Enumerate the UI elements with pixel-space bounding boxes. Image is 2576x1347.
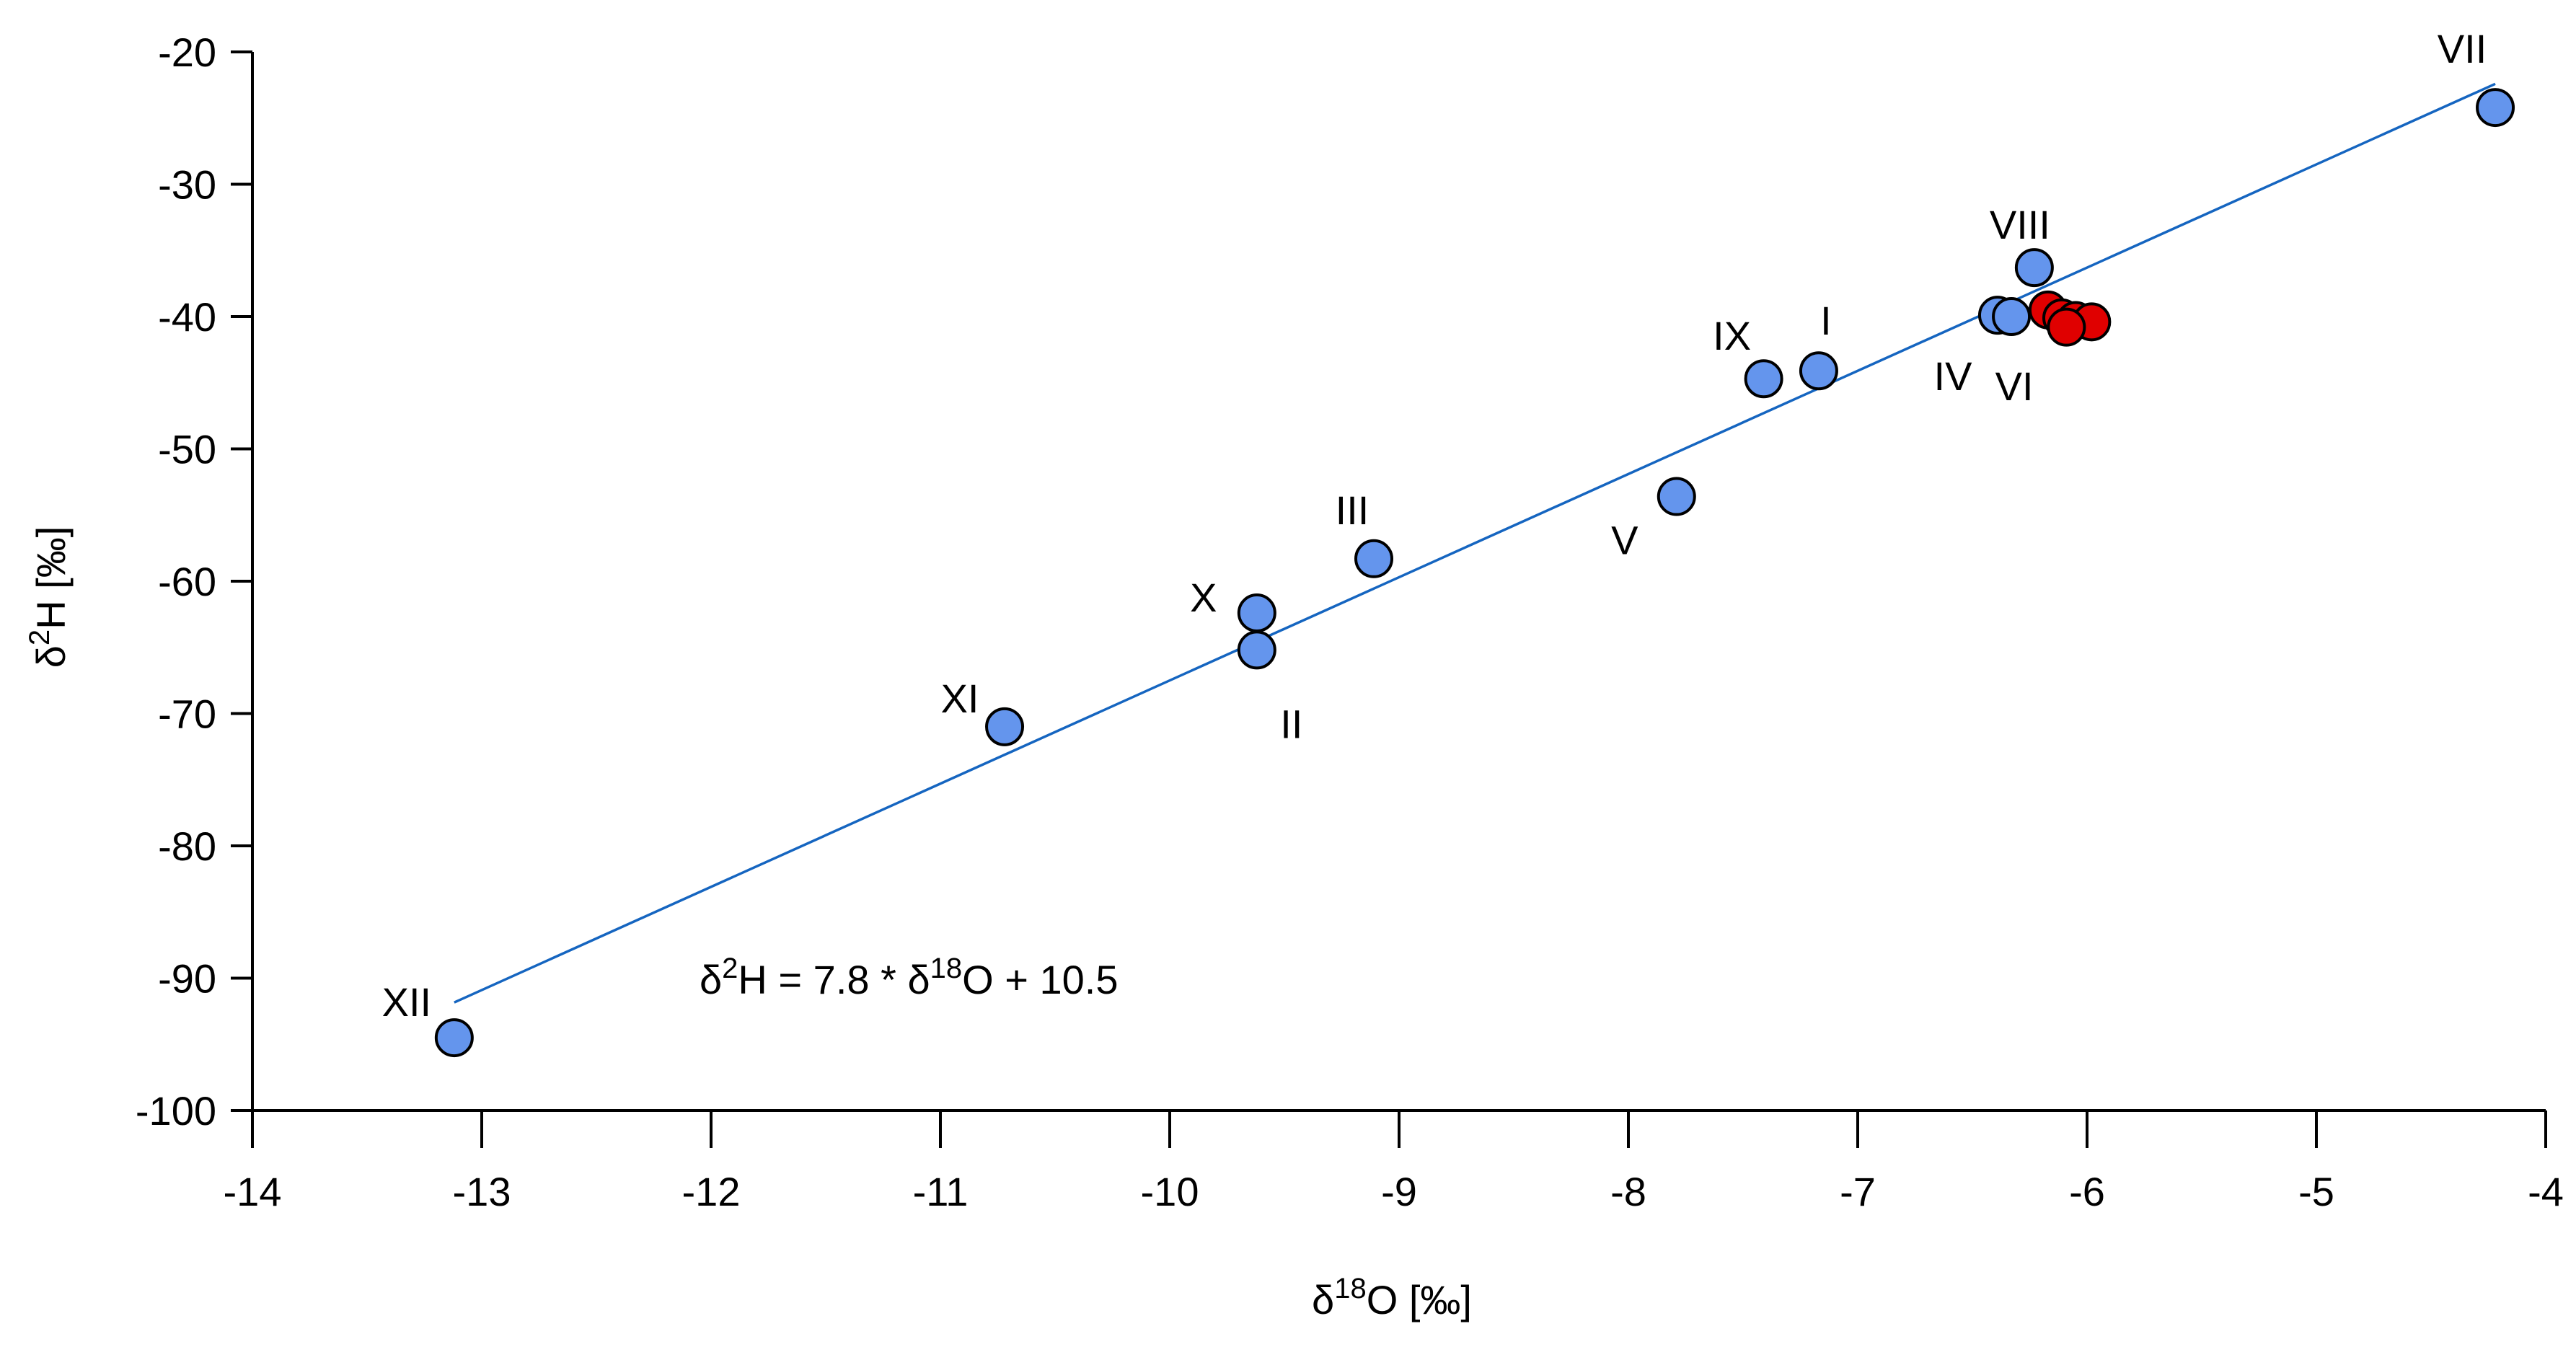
x-tick-label: -7 — [1840, 1169, 1876, 1214]
y-axis-title-delta: δ — [28, 645, 74, 668]
x-tick-label: -8 — [1610, 1169, 1646, 1214]
equation-sup-2: 18 — [930, 953, 963, 984]
blue-point — [1237, 593, 1276, 633]
y-axis: -20 -30 -40 -50 -60 -70 -80 -90 -100 — [136, 30, 254, 1134]
point-label: III — [1336, 487, 1369, 533]
y-axis-title: δ2H [‰] — [24, 526, 74, 668]
point-label: IV — [1934, 353, 1973, 399]
point-label: XII — [382, 979, 431, 1025]
point-label: VIII — [1990, 202, 2050, 247]
x-axis-title-delta: δ — [1312, 1277, 1334, 1322]
point-label: II — [1280, 701, 1302, 746]
point-label: IX — [1713, 313, 1751, 358]
x-tick-label: -6 — [2069, 1169, 2105, 1214]
blue-point — [434, 1018, 474, 1058]
x-tick-label: -14 — [224, 1169, 282, 1214]
x-axis-title-rest: O [‰] — [1367, 1277, 1472, 1322]
x-tick-label: -12 — [682, 1169, 741, 1214]
y-tick-label: -40 — [158, 294, 216, 340]
blue-point — [1744, 359, 1783, 399]
blue-point — [1799, 351, 1838, 391]
point-label: VII — [2438, 26, 2487, 71]
x-axis-title: δ18O [‰] — [1312, 1273, 1472, 1322]
point-label: V — [1611, 518, 1638, 563]
regression-line — [454, 82, 2496, 1004]
blue-point — [2476, 88, 2515, 128]
equation-end: O + 10.5 — [962, 957, 1118, 1002]
point-label: I — [1820, 298, 1832, 343]
blue-point — [1237, 630, 1276, 670]
x-axis-title-sup: 18 — [1334, 1273, 1367, 1304]
blue-points — [434, 88, 2515, 1058]
x-ticks: -14 -13 -12 -11 -10 -9 -8 -7 -6 -5 -4 — [224, 1110, 2564, 1214]
blue-point — [985, 707, 1025, 746]
x-tick-label: -11 — [913, 1169, 969, 1214]
y-axis-title-rest: H [‰] — [28, 526, 74, 630]
red-point — [2047, 307, 2086, 347]
point-label: X — [1190, 575, 1217, 620]
point-label: XI — [941, 676, 979, 721]
y-tick-label: -90 — [158, 956, 216, 1002]
x-tick-label: -13 — [453, 1169, 511, 1214]
equation-sup-1: 2 — [722, 953, 738, 984]
y-tick-label: -20 — [158, 30, 216, 75]
x-tick-label: -4 — [2528, 1169, 2564, 1214]
x-axis: -14 -13 -12 -11 -10 -9 -8 -7 -6 -5 -4 — [224, 1109, 2564, 1214]
equation-mid: H = 7.8 * δ — [738, 957, 930, 1002]
y-axis-title-sup: 2 — [24, 630, 56, 645]
y-tick-label: -100 — [136, 1088, 216, 1134]
x-tick-label: -9 — [1381, 1169, 1417, 1214]
blue-point — [2014, 248, 2054, 288]
y-tick-label: -70 — [158, 692, 216, 737]
blue-point — [1992, 297, 2032, 336]
blue-point — [1354, 539, 1394, 578]
y-tick-label: -50 — [158, 427, 216, 472]
x-tick-label: -5 — [2298, 1169, 2334, 1214]
red-points — [2028, 290, 2112, 347]
equation-delta-1: δ — [700, 957, 722, 1002]
blue-point — [1657, 477, 1696, 516]
y-tick-label: -60 — [158, 559, 216, 604]
regression-equation: δ2H = 7.8 * δ18O + 10.5 — [700, 953, 1119, 1002]
y-ticks: -20 -30 -40 -50 -60 -70 -80 -90 -100 — [136, 30, 252, 1134]
y-tick-label: -80 — [158, 823, 216, 869]
point-label: VI — [1995, 363, 2034, 409]
y-tick-label: -30 — [158, 162, 216, 208]
x-tick-label: -10 — [1141, 1169, 1199, 1214]
